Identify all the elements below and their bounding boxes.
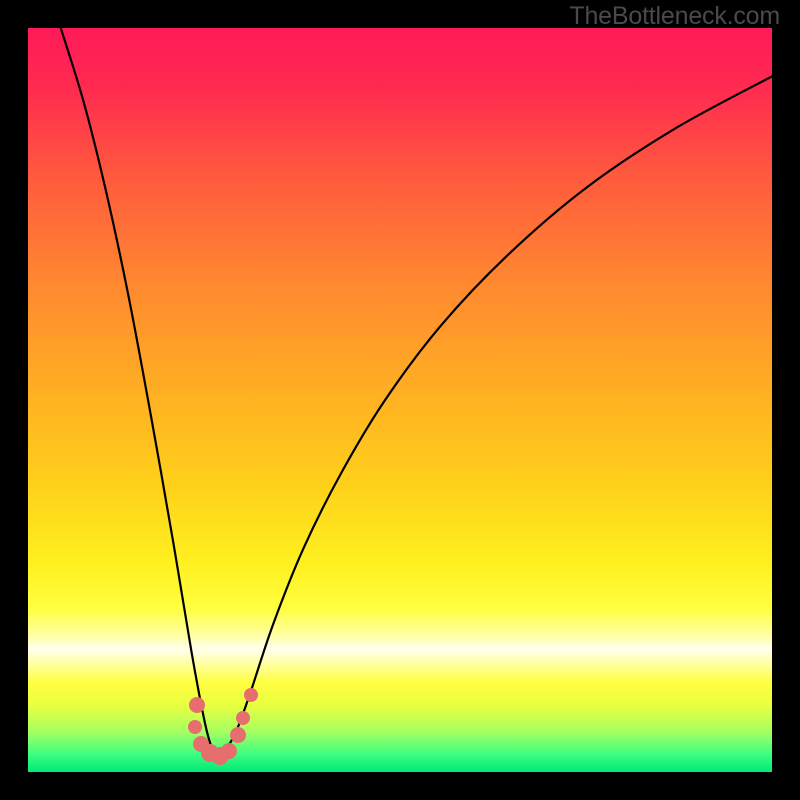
curve-marker <box>188 720 202 734</box>
markers-layer <box>0 0 800 800</box>
curve-marker <box>244 688 258 702</box>
curve-marker <box>189 697 205 713</box>
curve-marker <box>236 711 250 725</box>
chart-root: TheBottleneck.com <box>0 0 800 800</box>
watermark-text: TheBottleneck.com <box>569 2 780 31</box>
curve-marker <box>230 727 246 743</box>
curve-marker <box>221 743 237 759</box>
